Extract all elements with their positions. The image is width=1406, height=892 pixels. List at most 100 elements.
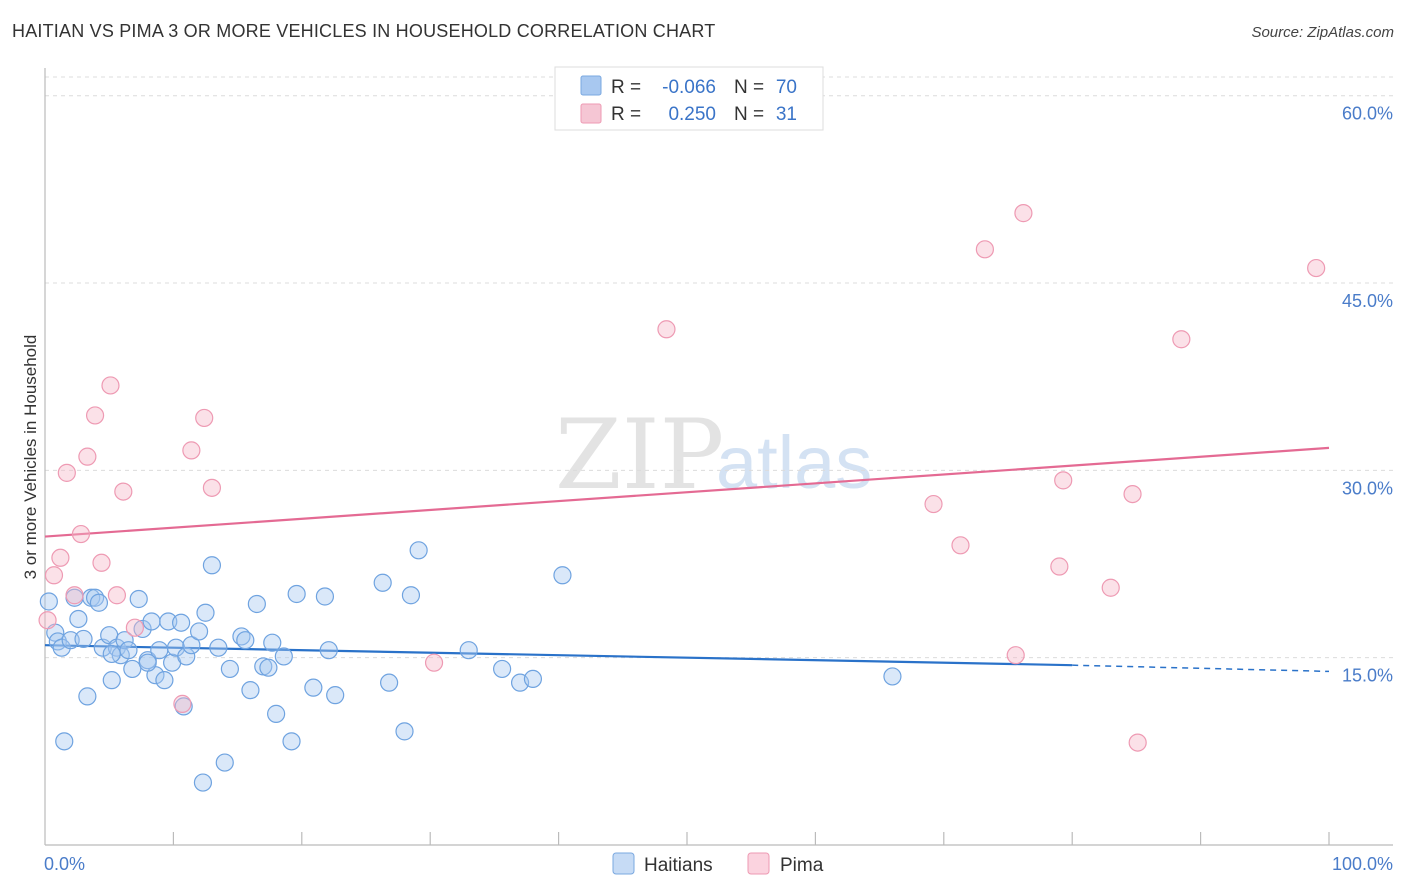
source-credit: Source: ZipAtlas.com bbox=[1251, 24, 1394, 41]
pima-point bbox=[924, 494, 943, 514]
y-tick-labels: 15.0% 30.0% 45.0% 60.0% bbox=[1342, 104, 1393, 686]
haitians-point bbox=[304, 678, 323, 697]
haitians-point bbox=[493, 659, 512, 679]
pima-point bbox=[424, 653, 444, 672]
legend-pima-icon bbox=[747, 852, 770, 875]
haitians-point bbox=[380, 673, 399, 692]
haitians-point bbox=[883, 667, 902, 686]
pima-point bbox=[1014, 204, 1033, 223]
pima-point bbox=[71, 524, 91, 544]
haitians-point bbox=[123, 659, 142, 679]
haitians-point bbox=[202, 556, 222, 575]
pima-point bbox=[202, 478, 222, 497]
pima-point bbox=[173, 694, 192, 713]
pima-point bbox=[78, 447, 97, 466]
haitians-point bbox=[189, 622, 209, 641]
pima-point bbox=[51, 548, 70, 567]
haitians-point bbox=[193, 773, 213, 792]
haitians-point bbox=[55, 732, 74, 751]
haitians-point bbox=[172, 613, 191, 632]
haitians-point bbox=[274, 647, 293, 666]
haitians-n-value: 70 bbox=[776, 77, 797, 98]
haitians-r-label: R = bbox=[611, 77, 641, 98]
watermark-atlas: atlas bbox=[716, 421, 872, 504]
haitians-point bbox=[89, 593, 109, 612]
haitians-point bbox=[319, 641, 338, 660]
y-tick-label: 45.0% bbox=[1342, 291, 1393, 311]
pima-point bbox=[195, 408, 214, 428]
haitians-point bbox=[401, 586, 421, 605]
haitians-point bbox=[263, 633, 282, 652]
y-tick-label: 30.0% bbox=[1342, 478, 1393, 498]
pima-point bbox=[975, 240, 994, 259]
pima-r-value: 0.250 bbox=[668, 104, 716, 125]
haitians-point bbox=[523, 669, 543, 689]
pima-point bbox=[1050, 557, 1069, 576]
haitians-point bbox=[553, 566, 572, 585]
x-tick-label-min: 0.0% bbox=[44, 854, 85, 874]
pima-swatch-icon bbox=[580, 103, 602, 124]
haitians-point bbox=[102, 644, 121, 664]
pima-point bbox=[101, 376, 120, 395]
pima-point bbox=[125, 618, 144, 637]
pima-n-value: 31 bbox=[776, 104, 797, 125]
haitians-point bbox=[459, 641, 478, 660]
haitians-point bbox=[155, 671, 174, 690]
pima-point bbox=[107, 586, 127, 605]
haitians-trend-line bbox=[44, 644, 1073, 667]
haitians-point bbox=[259, 658, 278, 677]
haitians-point bbox=[119, 641, 138, 660]
haitians-point bbox=[409, 541, 428, 560]
haitians-point bbox=[74, 629, 93, 649]
haitians-point bbox=[138, 653, 157, 672]
pima-n-label: N = bbox=[734, 104, 764, 125]
haitians-point bbox=[209, 638, 228, 657]
haitians-point bbox=[69, 609, 88, 629]
pima-point bbox=[1123, 484, 1142, 504]
haitians-point bbox=[215, 753, 234, 772]
haitians-point bbox=[142, 612, 161, 631]
pima-point bbox=[44, 566, 64, 585]
haitians-n-label: N = bbox=[734, 77, 764, 98]
x-axis-ticks bbox=[172, 832, 1330, 845]
haitians-point bbox=[241, 681, 260, 700]
watermark-zip: ZIP bbox=[555, 399, 724, 511]
haitians-point bbox=[395, 722, 414, 741]
legend-haitians-icon bbox=[612, 852, 635, 875]
trend-lines bbox=[44, 446, 1330, 673]
pima-point bbox=[1128, 733, 1147, 752]
data-points bbox=[38, 204, 1326, 792]
pima-point bbox=[57, 463, 76, 482]
pima-point bbox=[182, 441, 201, 460]
haitians-point bbox=[196, 603, 215, 622]
haitians-point bbox=[267, 704, 286, 723]
haitians-point bbox=[102, 671, 121, 690]
pima-trend-line bbox=[44, 446, 1330, 538]
pima-point bbox=[951, 536, 970, 555]
haitians-trend-extension bbox=[1072, 664, 1330, 673]
legend-haitians-label: Haitians bbox=[644, 855, 713, 876]
haitians-point bbox=[287, 584, 306, 604]
pima-point bbox=[1172, 330, 1191, 349]
haitians-point bbox=[326, 686, 345, 705]
pima-point bbox=[65, 586, 84, 605]
pima-point bbox=[92, 553, 111, 572]
pima-point bbox=[1054, 471, 1073, 490]
haitians-point bbox=[282, 732, 301, 751]
pima-point bbox=[85, 406, 105, 425]
x-tick-label-max: 100.0% bbox=[1332, 854, 1393, 874]
pima-point bbox=[38, 611, 57, 630]
haitians-point bbox=[39, 592, 58, 611]
haitians-point bbox=[115, 631, 134, 650]
chart-title: HAITIAN VS PIMA 3 OR MORE VEHICLES IN HO… bbox=[12, 21, 716, 41]
pima-point bbox=[1307, 258, 1326, 278]
gridlines bbox=[45, 76, 1393, 659]
watermark: ZIP atlas bbox=[555, 399, 872, 511]
y-tick-label: 60.0% bbox=[1342, 104, 1393, 124]
y-axis-label: 3 or more Vehicles in Household bbox=[21, 335, 40, 580]
haitians-r-value: -0.066 bbox=[662, 77, 716, 98]
haitians-swatch-icon bbox=[580, 75, 602, 96]
haitians-point bbox=[129, 589, 148, 609]
pima-point bbox=[657, 320, 676, 339]
